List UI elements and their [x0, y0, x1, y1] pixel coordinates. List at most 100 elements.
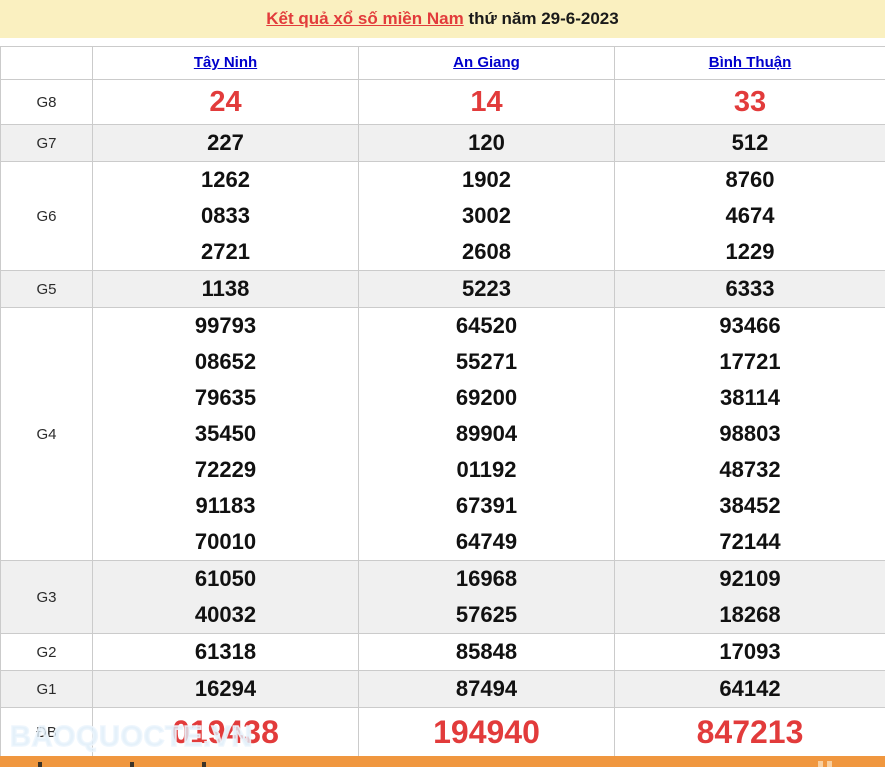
result-number: 64142 — [719, 676, 781, 701]
result-number: 55271 — [455, 349, 518, 374]
results-title-link[interactable]: Kết quả xổ số miền Nam — [266, 9, 464, 28]
result-cell: 512 — [614, 124, 885, 162]
result-cell: 8760 4674 1229 — [614, 161, 885, 271]
result-number: 38114 — [720, 385, 780, 410]
province-header-row: Tây Ninh An Giang Bình Thuận — [0, 46, 885, 80]
result-number: 3002 — [462, 203, 511, 228]
result-cell: 120 — [358, 124, 615, 162]
province-link-an-giang[interactable]: An Giang — [453, 54, 520, 71]
result-number: 99793 — [194, 313, 257, 338]
result-number: 512 — [731, 130, 769, 155]
result-number: 35450 — [194, 421, 257, 446]
result-number: 17093 — [719, 639, 781, 664]
result-number: 24 — [209, 86, 242, 118]
result-number: 38452 — [719, 493, 781, 518]
result-cell: 61318 — [92, 633, 359, 671]
header-empty-cell — [0, 46, 93, 80]
result-cell: 87494 — [358, 670, 615, 708]
prize-label-db: ĐB — [0, 707, 93, 758]
result-cell: 93466 17721 38114 98803 48732 38452 72144 — [614, 307, 885, 561]
result-cell: 33 — [614, 79, 885, 125]
prize-label-g8: G8 — [0, 79, 93, 125]
result-number: 1902 — [462, 167, 511, 192]
results-table-container: Tây Ninh An Giang Bình Thuận G8 24 14 33 G7 2… — [0, 46, 885, 758]
province-link-tay-ninh[interactable]: Tây Ninh — [193, 54, 258, 71]
result-cell: 14 — [358, 79, 615, 125]
result-number: 6333 — [725, 276, 775, 301]
prize-label-g6: G6 — [0, 161, 93, 271]
cropped-text-mark — [202, 762, 206, 767]
result-number: 5223 — [462, 276, 511, 301]
result-number: 79635 — [194, 385, 257, 410]
header-cell-binh-thuan: Bình Thuận — [614, 46, 885, 80]
header-cell-an-giang: An Giang — [358, 46, 615, 80]
result-number: 91183 — [195, 493, 256, 518]
province-link-binh-thuan[interactable]: Bình Thuận — [708, 54, 792, 71]
result-cell: 6333 — [614, 270, 885, 308]
cropped-text-mark — [827, 761, 832, 767]
results-title-date: thứ năm 29-6-2023 — [463, 9, 619, 28]
result-cell: 17093 — [614, 633, 885, 671]
result-cell: 1902 3002 2608 — [358, 161, 615, 271]
page-title: Kết quả xổ số miền Nam thứ năm 29-6-2023 — [0, 0, 885, 38]
result-number: 93466 — [719, 313, 781, 338]
result-number: 33 — [733, 86, 767, 118]
result-number: 0833 — [201, 203, 250, 228]
result-number: 89904 — [455, 421, 518, 446]
result-number: 16968 — [455, 566, 518, 591]
result-cell: 1262 0833 2721 — [92, 161, 359, 271]
result-number: 40032 — [194, 602, 257, 627]
result-cell: 019438 — [92, 707, 359, 758]
result-number: 194940 — [433, 714, 540, 750]
result-cell: 16294 — [92, 670, 359, 708]
prize-label-g1: G1 — [0, 670, 93, 708]
result-number: 98803 — [719, 421, 781, 446]
result-number: 92109 — [719, 566, 781, 591]
result-cell: 99793 08652 79635 35450 72229 91183 70010 — [92, 307, 359, 561]
result-number: 72144 — [719, 529, 781, 554]
prize-row-g4: G4 99793 08652 79635 35450 72229 91183 70010 645… — [0, 307, 885, 561]
prize-row-g6: G6 1262 0833 2721 1902 3002 2608 8760 4674 1229 — [0, 161, 885, 271]
cropped-text-mark — [818, 761, 823, 767]
result-number: 48732 — [719, 457, 781, 482]
result-number: 847213 — [696, 714, 804, 750]
result-number: 69200 — [455, 385, 518, 410]
result-cell: 61050 40032 — [92, 560, 359, 634]
cropped-text-mark — [38, 762, 42, 767]
next-section-bar — [0, 756, 885, 767]
result-number: 85848 — [455, 639, 518, 664]
result-number: 18268 — [719, 602, 781, 627]
lottery-results-table: Tây Ninh An Giang Bình Thuận G8 24 14 33 G7 2… — [0, 46, 885, 758]
result-number: 72229 — [194, 457, 257, 482]
result-number: 17721 — [719, 349, 781, 374]
prize-row-g8: G8 24 14 33 — [0, 79, 885, 125]
result-number: 57625 — [455, 602, 518, 627]
result-number: 019438 — [172, 714, 279, 750]
result-number: 2608 — [462, 239, 511, 264]
prize-row-g5: G5 1138 5223 6333 — [0, 270, 885, 308]
result-cell: 194940 — [358, 707, 615, 758]
result-number: 64749 — [455, 529, 518, 554]
cropped-text-mark — [130, 762, 134, 767]
result-cell: 5223 — [358, 270, 615, 308]
result-cell: 64520 55271 69200 89904 01192 67391 64749 — [358, 307, 615, 561]
result-number: 4674 — [725, 203, 775, 228]
prize-row-g2: G2 61318 85848 17093 — [0, 633, 885, 671]
result-cell: 16968 57625 — [358, 560, 615, 634]
result-number: 2721 — [201, 239, 250, 264]
result-number: 64520 — [455, 313, 518, 338]
result-cell: 85848 — [358, 633, 615, 671]
prize-row-g3: G3 61050 40032 16968 57625 92109 18268 — [0, 560, 885, 634]
header-cell-tay-ninh: Tây Ninh — [92, 46, 359, 80]
prize-label-g2: G2 — [0, 633, 93, 671]
result-number: 01192 — [456, 457, 517, 482]
result-cell: 847213 — [614, 707, 885, 758]
result-number: 16294 — [194, 676, 257, 701]
result-number: 1229 — [725, 239, 775, 264]
result-cell: 24 — [92, 79, 359, 125]
result-number: 14 — [470, 86, 503, 118]
result-cell: 64142 — [614, 670, 885, 708]
prize-row-g1: G1 16294 87494 64142 — [0, 670, 885, 708]
result-cell: 1138 — [92, 270, 359, 308]
prize-label-g7: G7 — [0, 124, 93, 162]
